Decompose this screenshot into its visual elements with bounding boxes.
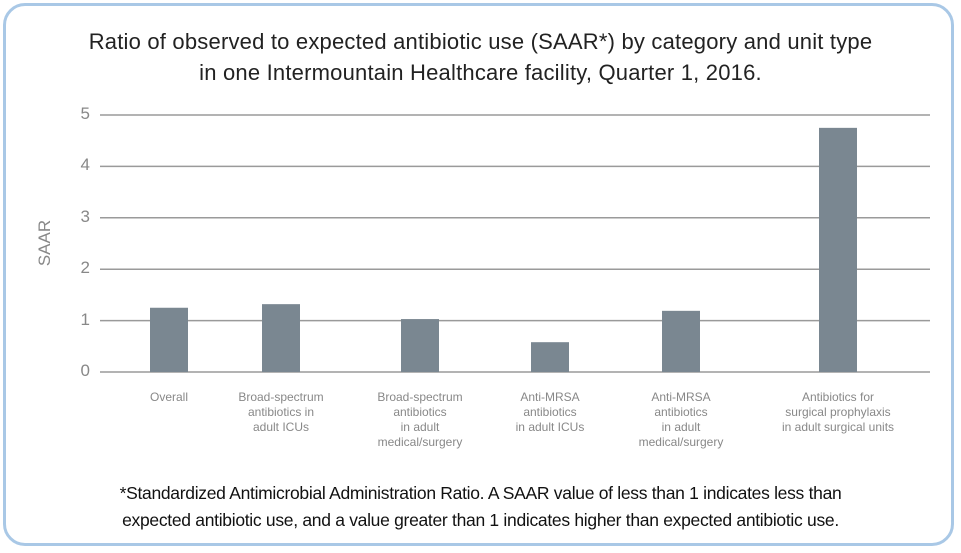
footnote: *Standardized Antimicrobial Administrati… xyxy=(119,483,842,530)
y-tick-label: 1 xyxy=(80,309,90,329)
y-tick-label: 2 xyxy=(80,258,90,278)
x-tick-label: Anti-MRSA antibiotics in adult medical/s… xyxy=(638,390,724,449)
bar xyxy=(150,307,188,372)
x-tick-label: Broad-spectrum antibiotics in adult medi… xyxy=(377,390,463,449)
bar xyxy=(262,304,300,372)
y-tick-label: 5 xyxy=(80,104,90,123)
x-tick-label: Antibiotics for surgical prophylaxis in … xyxy=(781,390,895,434)
x-tick-label: Overall xyxy=(149,390,188,404)
y-tick-label: 3 xyxy=(80,206,90,226)
bar xyxy=(531,342,569,372)
frame xyxy=(3,3,954,546)
bar xyxy=(819,127,857,372)
x-tick-label: Anti-MRSA antibiotics in adult ICUs xyxy=(515,390,585,434)
y-tick-label: 4 xyxy=(80,155,90,175)
y-tick-label: 0 xyxy=(80,361,90,380)
chart-title: Ratio of observed to expected antibiotic… xyxy=(88,29,873,85)
bar xyxy=(401,319,439,372)
x-tick-label: Broad-spectrum antibiotics in adult ICUs xyxy=(238,390,324,434)
bar xyxy=(662,310,700,372)
